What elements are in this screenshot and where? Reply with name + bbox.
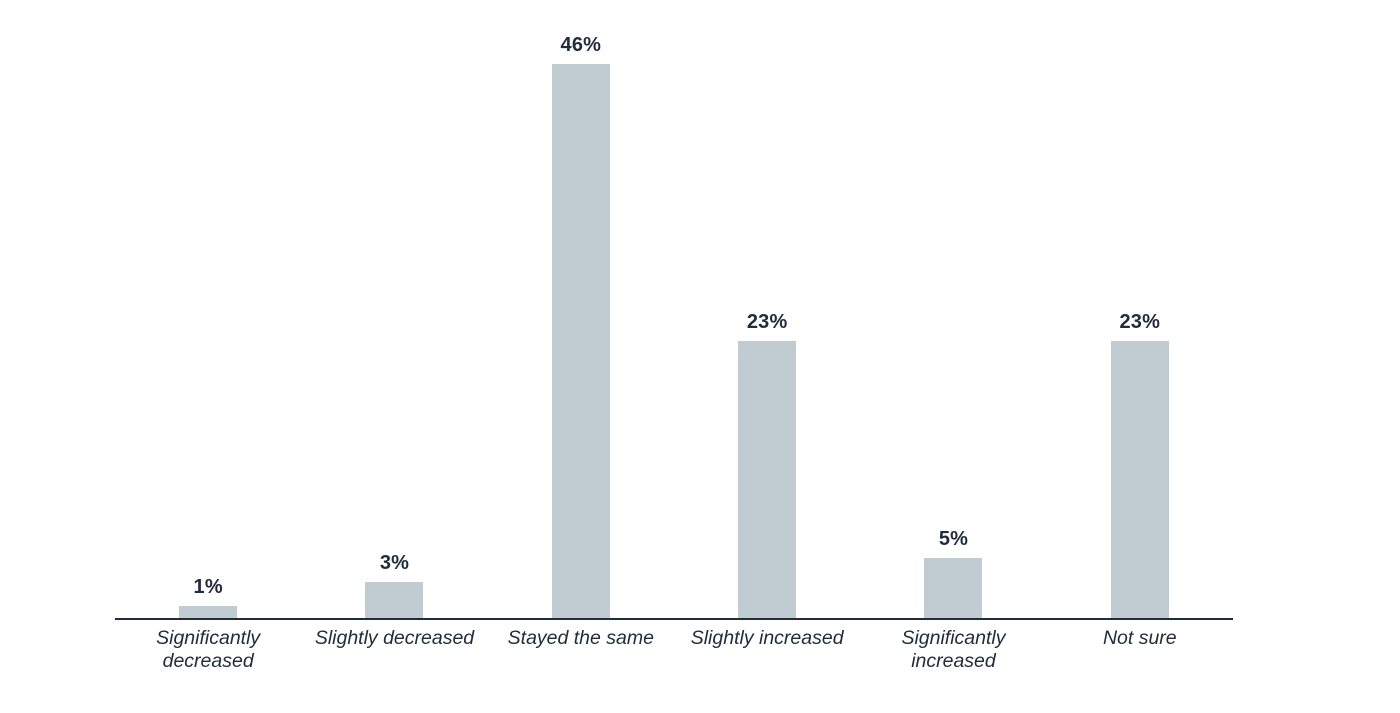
bar-column: 23%	[674, 16, 860, 618]
x-axis-labels: Significantly decreased Slightly decreas…	[115, 627, 1233, 672]
bar-value-label: 3%	[379, 551, 410, 574]
category-label-text: Not sure	[1102, 627, 1177, 649]
bar: 3%	[365, 552, 424, 618]
category-label: Slightly decreased	[301, 627, 487, 672]
bars-row: 1% 3% 46% 23% 5% 23%	[115, 16, 1233, 618]
category-label-text: Slightly increased	[690, 627, 844, 649]
category-label: Stayed the same	[488, 627, 674, 672]
category-label: Not sure	[1047, 627, 1233, 672]
bar-column: 23%	[1047, 16, 1233, 618]
bar-column: 1%	[115, 16, 301, 618]
category-label-text: Significantly increased	[901, 627, 1006, 672]
bar: 23%	[1110, 311, 1169, 618]
category-label-text: Stayed the same	[507, 627, 654, 649]
category-label: Significantly decreased	[115, 627, 301, 672]
category-label: Significantly increased	[860, 627, 1046, 672]
bar-value-label: 23%	[1119, 311, 1161, 334]
bar-column: 46%	[488, 16, 674, 618]
bar: 46%	[551, 34, 610, 618]
bar-value-label: 23%	[746, 311, 788, 334]
bar-value-label: 1%	[193, 575, 223, 598]
category-label: Slightly increased	[674, 627, 860, 672]
plot-area: 1% 3% 46% 23% 5% 23%	[115, 16, 1233, 620]
bar-value-label: 5%	[938, 527, 969, 550]
bar-column: 5%	[860, 16, 1046, 618]
bar: 5%	[924, 528, 983, 618]
bar-column: 3%	[301, 16, 487, 618]
category-label-text: Significantly decreased	[156, 627, 261, 672]
category-label-text: Slightly decreased	[314, 627, 475, 649]
bar-value-label: 46%	[560, 34, 602, 57]
bar: 23%	[738, 311, 797, 618]
bar: 1%	[179, 576, 238, 618]
